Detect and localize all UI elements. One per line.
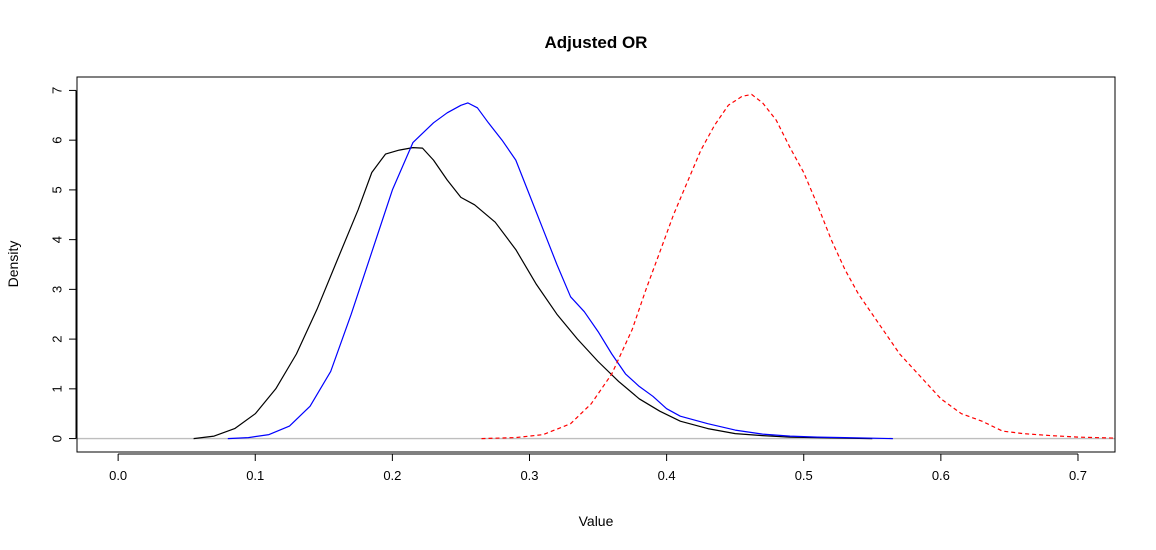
density-line-2 xyxy=(227,102,893,440)
y-tick-label: 3 xyxy=(50,286,65,293)
x-tick-label: 0.1 xyxy=(246,468,264,483)
density-line-1 xyxy=(193,147,873,440)
density-line-3 xyxy=(481,93,1115,440)
y-tick-label: 5 xyxy=(50,186,65,193)
x-tick-label: 0.2 xyxy=(383,468,401,483)
y-tick-label: 1 xyxy=(50,385,65,392)
x-tick-label: 0.4 xyxy=(658,468,676,483)
y-tick-label: 4 xyxy=(50,236,65,243)
y-tick-label: 2 xyxy=(50,335,65,342)
plot-frame xyxy=(76,76,1116,453)
x-tick-label: 0.5 xyxy=(795,468,813,483)
series-group xyxy=(193,93,1115,440)
x-tick-label: 0.3 xyxy=(520,468,538,483)
y-axis-label: Density xyxy=(5,241,21,288)
x-tick-label: 0.7 xyxy=(1069,468,1087,483)
y-tick-label: 0 xyxy=(50,435,65,442)
plot-area xyxy=(77,93,1115,440)
y-tick-label: 6 xyxy=(50,137,65,144)
chart-title: Adjusted OR xyxy=(545,33,648,52)
x-tick-label: 0.0 xyxy=(109,468,127,483)
y-tick-label: 7 xyxy=(50,87,65,94)
x-tick-label: 0.6 xyxy=(932,468,950,483)
x-axis-label: Value xyxy=(579,513,614,529)
